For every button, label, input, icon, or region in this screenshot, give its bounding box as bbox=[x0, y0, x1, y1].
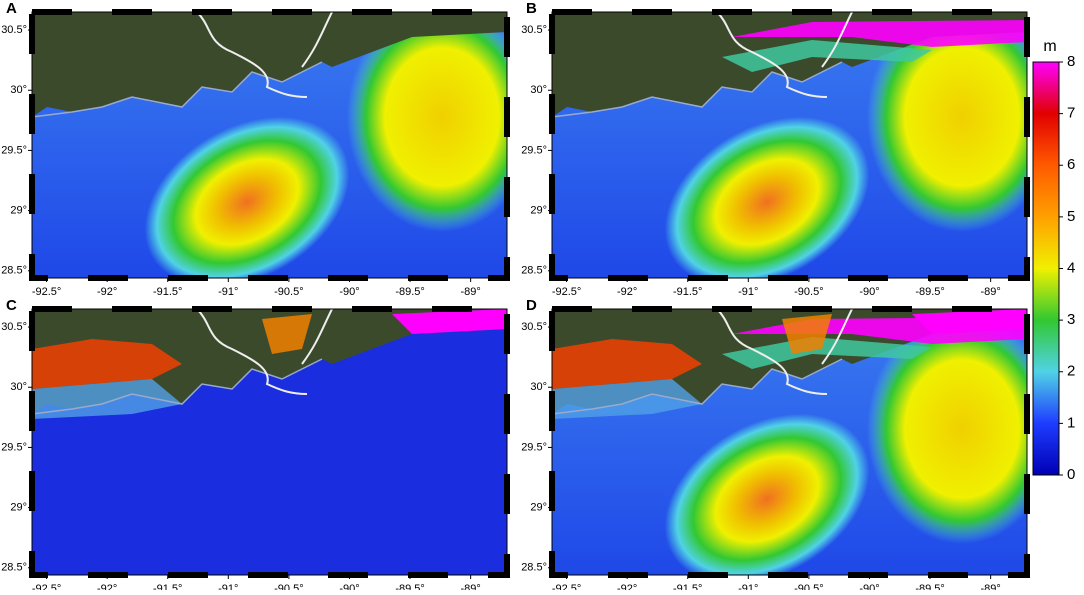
y-tick-label: 30° bbox=[530, 381, 547, 393]
colorbar-tick-label: 2 bbox=[1067, 363, 1075, 380]
colorbar-tick-label: 1 bbox=[1067, 414, 1075, 431]
frame bbox=[31, 11, 508, 279]
colorbar-tick-label: 3 bbox=[1067, 311, 1075, 328]
y-tick-label: 29.5° bbox=[1, 144, 27, 156]
y-tick-label: 30.5° bbox=[521, 24, 547, 36]
x-tick-label: -91° bbox=[738, 286, 758, 298]
y-tick-label: 30.5° bbox=[1, 321, 27, 333]
x-tick-label: -90.5° bbox=[274, 583, 303, 590]
y-tick-label: 30° bbox=[530, 84, 547, 96]
map-panel: D -92.5° -92° -91.5° -91° -90.5° -90° -89.5° -89… bbox=[521, 297, 1030, 595]
x-tick-label: -90° bbox=[339, 583, 359, 590]
river bbox=[716, 309, 853, 395]
x-tick-label: -90° bbox=[339, 286, 359, 298]
y-tick-label: 28.5° bbox=[521, 562, 547, 574]
x-tick-label: -92.5° bbox=[552, 286, 581, 298]
x-tick-label: -90.5° bbox=[794, 583, 823, 590]
y-tick-label: 30.5° bbox=[1, 24, 27, 36]
colorbar bbox=[1032, 61, 1060, 476]
x-tick-label: -91.5° bbox=[673, 583, 702, 590]
map-content bbox=[32, 309, 507, 575]
surge-coast bbox=[262, 314, 312, 354]
map-panel: B -92.5° -92° -91.5° -91° -90.5° -90° -89.5° -89… bbox=[521, 0, 1030, 298]
x-tick-label: -89.5° bbox=[915, 583, 944, 590]
x-tick-label: -90.5° bbox=[274, 286, 303, 298]
x-tick-label: -89° bbox=[980, 583, 1000, 590]
x-tick-label: -92° bbox=[97, 583, 117, 590]
map-content bbox=[32, 12, 507, 278]
surge-area bbox=[664, 413, 870, 575]
x-tick-label: -92.5° bbox=[552, 583, 581, 590]
y-tick-label: 29° bbox=[530, 502, 547, 514]
surge-coast bbox=[32, 339, 182, 389]
colorbar-tick-label: 7 bbox=[1067, 105, 1075, 122]
surge-area bbox=[867, 12, 1027, 232]
frame bbox=[31, 308, 508, 576]
y-tick-label: 29.5° bbox=[521, 144, 547, 156]
surge-coast bbox=[782, 314, 832, 354]
x-tick-label: -91.5° bbox=[673, 286, 702, 298]
x-tick-label: -92° bbox=[617, 286, 637, 298]
x-tick-label: -90.5° bbox=[794, 286, 823, 298]
river bbox=[716, 12, 853, 98]
frame bbox=[551, 11, 1028, 279]
y-tick-label: 30° bbox=[10, 84, 27, 96]
x-tick-label: -90° bbox=[859, 583, 879, 590]
land bbox=[32, 12, 507, 117]
y-tick-label: 29° bbox=[530, 205, 547, 217]
y-tick-label: 30.5° bbox=[521, 321, 547, 333]
x-tick-label: -92° bbox=[617, 583, 637, 590]
x-tick-label: -91.5° bbox=[153, 583, 182, 590]
map-content bbox=[552, 309, 1027, 575]
y-tick-label: 29.5° bbox=[1, 441, 27, 453]
panel-label: B bbox=[526, 0, 537, 17]
x-tick-label: -91.5° bbox=[153, 286, 182, 298]
x-tick-label: -92° bbox=[97, 286, 117, 298]
x-tick-label: -89° bbox=[460, 583, 480, 590]
panel-label: A bbox=[6, 0, 17, 17]
x-tick-label: -90° bbox=[859, 286, 879, 298]
frame bbox=[551, 308, 1028, 576]
y-tick-label: 28.5° bbox=[1, 265, 27, 277]
colorbar-label: m bbox=[1043, 38, 1056, 55]
surge-coast bbox=[732, 20, 1027, 47]
panel-label: C bbox=[6, 297, 17, 314]
x-tick-label: -89° bbox=[980, 286, 1000, 298]
river bbox=[196, 12, 333, 98]
x-tick-label: -89° bbox=[460, 286, 480, 298]
colorbar-tick-label: 0 bbox=[1067, 466, 1075, 483]
x-tick-label: -91° bbox=[218, 286, 238, 298]
x-tick-label: -91° bbox=[218, 583, 238, 590]
colorbar-tick-label: 4 bbox=[1067, 259, 1075, 276]
x-tick-label: -92.5° bbox=[32, 286, 61, 298]
surge-coast bbox=[912, 309, 1027, 334]
x-tick-label: -91° bbox=[738, 583, 758, 590]
x-tick-label: -92.5° bbox=[32, 583, 61, 590]
surge-area bbox=[144, 116, 350, 278]
colorbar-tick-label: 8 bbox=[1067, 53, 1075, 70]
y-tick-label: 28.5° bbox=[521, 265, 547, 277]
y-tick-label: 30° bbox=[10, 381, 27, 393]
y-tick-label: 29° bbox=[10, 502, 27, 514]
y-tick-label: 29.5° bbox=[521, 441, 547, 453]
surge-area bbox=[347, 12, 507, 232]
x-tick-label: -89.5° bbox=[395, 583, 424, 590]
surge-area bbox=[867, 314, 1027, 544]
map-panel: A -92.5° -92° -91.5° -91° -90.5° -90° -89.5° -89… bbox=[1, 0, 510, 298]
surge-coast bbox=[392, 309, 507, 334]
map-panel: C -92.5° -92° -91.5° -91° -90.5° -90° -89.5° -89… bbox=[1, 297, 510, 595]
colorbar-tick-label: 5 bbox=[1067, 208, 1075, 225]
y-tick-label: 29° bbox=[10, 205, 27, 217]
colorbar-tick-label: 6 bbox=[1067, 156, 1075, 173]
surge-area bbox=[664, 116, 870, 278]
surge-coast bbox=[552, 339, 702, 389]
x-tick-label: -89.5° bbox=[915, 286, 944, 298]
y-tick-label: 28.5° bbox=[1, 562, 27, 574]
panel-label: D bbox=[526, 297, 537, 314]
map-content bbox=[552, 12, 1027, 278]
x-tick-label: -89.5° bbox=[395, 286, 424, 298]
river bbox=[196, 309, 333, 395]
